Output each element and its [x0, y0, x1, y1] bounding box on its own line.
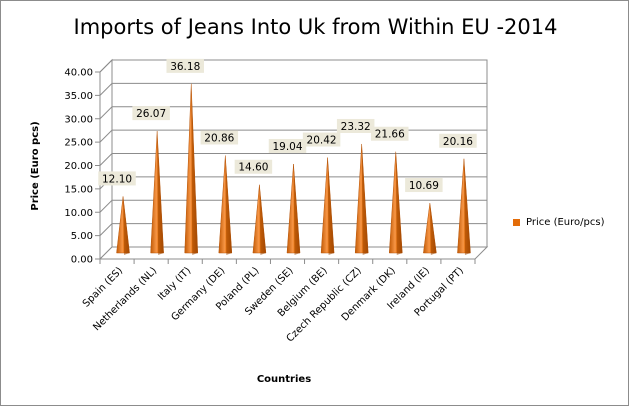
x-axis-title: Countries — [257, 374, 311, 385]
gridline — [99, 82, 487, 96]
y-tick-label: 0.00 — [71, 255, 93, 266]
legend-label: Price (Euro/pcs) — [526, 217, 605, 228]
y-tick-label: 20.00 — [64, 161, 93, 172]
y-tick-label: 10.00 — [64, 208, 93, 219]
y-tick-label: 35.00 — [64, 91, 93, 102]
data-label-box — [98, 171, 136, 186]
data-label-box — [132, 106, 170, 121]
bar-shadow — [225, 155, 232, 255]
data-label-box — [336, 118, 375, 133]
legend-swatch — [513, 219, 520, 226]
data-label: 12.10 — [102, 173, 132, 185]
y-axis-title: Price (Euro pcs) — [30, 121, 41, 210]
chart-title: Imports of Jeans Into Uk from Within EU … — [73, 15, 558, 39]
bar-shadow — [361, 143, 369, 255]
data-label: 23.32 — [341, 121, 371, 133]
bar-shadow — [123, 196, 130, 255]
legend: Price (Euro/pcs) — [513, 217, 604, 228]
data-label: 36.18 — [170, 61, 200, 73]
gridline — [99, 106, 487, 120]
data-label: 14.60 — [238, 162, 268, 174]
gridline — [99, 59, 487, 73]
y-tick-label: 5.00 — [71, 231, 93, 242]
bar-shadow — [429, 203, 437, 255]
data-label: 20.86 — [204, 132, 234, 144]
data-label-box — [302, 132, 341, 147]
data-label-box — [405, 178, 443, 193]
data-label: 20.42 — [307, 135, 337, 147]
data-label: 20.16 — [443, 136, 473, 148]
bar-shadow — [327, 157, 335, 255]
data-label-box — [234, 159, 273, 174]
data-label: 21.66 — [375, 129, 405, 141]
y-tick-label: 40.00 — [64, 68, 93, 79]
data-label-box — [166, 58, 204, 73]
data-label: 10.69 — [409, 180, 439, 192]
y-tick-label: 25.00 — [64, 138, 93, 149]
bar-shadow — [191, 83, 198, 256]
data-label: 19.04 — [272, 141, 302, 153]
y-tick-label: 30.00 — [64, 114, 93, 125]
data-label-box — [439, 133, 477, 148]
data-label-box — [371, 126, 409, 141]
bar-shadow — [293, 163, 300, 255]
bar-shadow — [463, 158, 471, 255]
x-tick-label: Netherlands (NL) — [91, 265, 159, 333]
bar-shadow — [395, 151, 403, 255]
data-label-box — [268, 138, 307, 153]
data-label-box — [200, 130, 239, 145]
y-tick-label: 15.00 — [64, 184, 93, 195]
data-label: 26.07 — [136, 108, 166, 120]
bar-shadow — [157, 131, 164, 255]
bar-shadow — [259, 184, 266, 255]
